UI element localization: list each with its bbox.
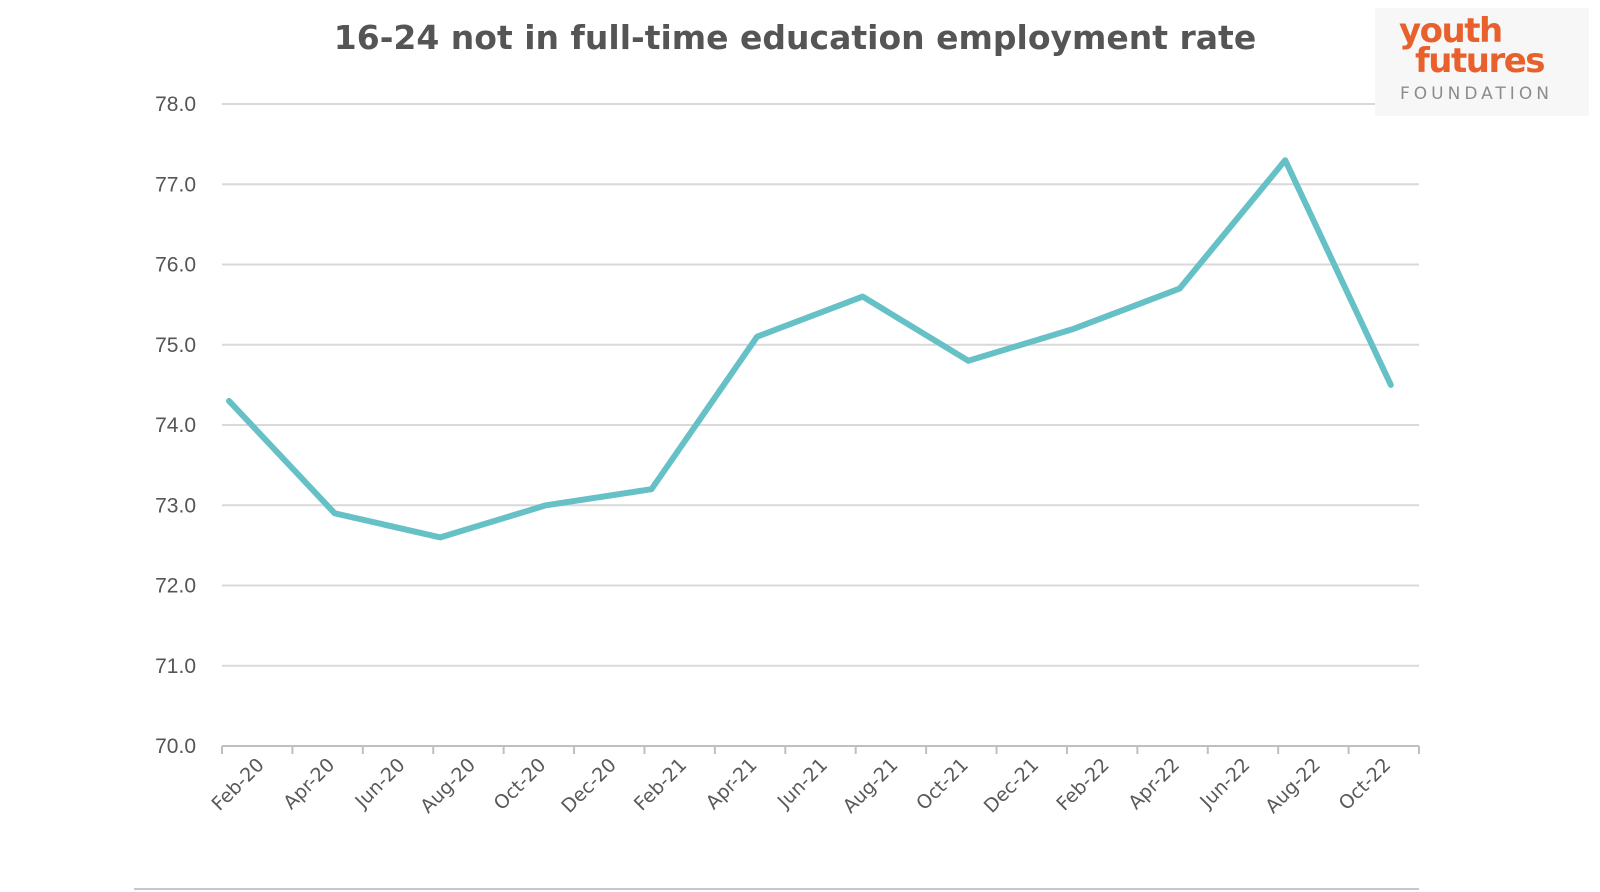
y-tick-label: 74.0 <box>155 414 196 437</box>
youth-futures-logo: youth futures FOUNDATION <box>1375 8 1589 116</box>
x-tick-label: Aug-22 <box>1261 754 1325 818</box>
x-axis <box>221 745 1420 754</box>
x-tick-label: Aug-21 <box>839 754 903 818</box>
series <box>226 157 1394 541</box>
logo-text-foundation: FOUNDATION <box>1400 84 1553 104</box>
x-tick-label: Feb-20 <box>207 754 268 815</box>
x-axis-ticks: Feb-20 Apr-20 Jun-20 Aug-20 Oct-20 Dec-20 Feb-… <box>207 754 1395 818</box>
x-tick-label: Jun-21 <box>773 754 832 813</box>
x-tick-label: Aug-20 <box>416 754 480 818</box>
x-tick-label: Dec-20 <box>557 754 621 818</box>
x-tick-label: Jun-22 <box>1195 754 1254 813</box>
x-tick-label: Apr-20 <box>279 754 339 814</box>
y-tick-label: 72.0 <box>155 575 196 598</box>
y-tick-label: 76.0 <box>155 254 196 277</box>
x-tick-label: Oct-20 <box>490 754 551 815</box>
x-tick-label: Oct-21 <box>912 754 973 815</box>
x-tick-label: Dec-21 <box>980 754 1044 818</box>
y-tick-label: 73.0 <box>155 494 196 517</box>
y-tick-label: 70.0 <box>155 735 196 758</box>
x-tick-label: Apr-21 <box>702 754 762 814</box>
bottom-divider <box>134 888 1419 890</box>
y-tick-label: 78.0 <box>155 93 196 116</box>
series-line <box>226 157 1394 541</box>
gridlines <box>222 103 1419 667</box>
y-tick-label: 71.0 <box>155 655 196 678</box>
x-tick-label: Apr-22 <box>1124 754 1184 814</box>
x-tick-label: Feb-22 <box>1052 754 1113 815</box>
logo-text-futures: futures <box>1415 41 1546 81</box>
logo-text-youth: youth <box>1399 11 1503 51</box>
y-axis-ticks: 70.0 71.0 72.0 73.0 74.0 75.0 76.0 77.0 78.0 <box>155 93 196 758</box>
x-tick-label: Oct-22 <box>1335 754 1396 815</box>
chart-title: 16-24 not in full-time education employm… <box>333 18 1257 57</box>
x-tick-label: Feb-21 <box>630 754 691 815</box>
x-tick-label: Jun-20 <box>350 754 409 813</box>
y-tick-label: 77.0 <box>155 173 196 196</box>
y-tick-label: 75.0 <box>155 334 196 357</box>
